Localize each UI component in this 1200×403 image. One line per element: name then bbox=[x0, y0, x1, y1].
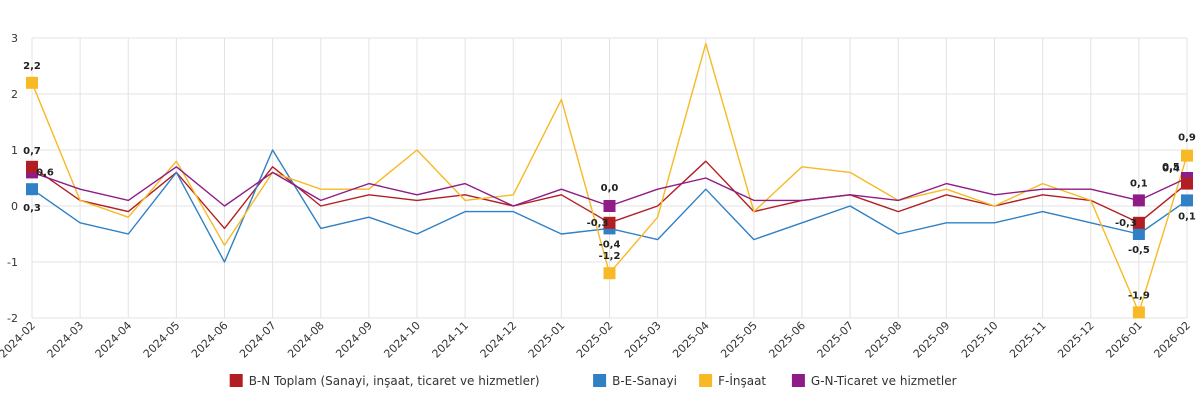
x-tick-label: 2025-09 bbox=[911, 319, 953, 361]
legend-swatch bbox=[791, 374, 805, 387]
x-tick-label: 2024-04 bbox=[93, 319, 135, 361]
y-tick-label: -1 bbox=[7, 256, 18, 269]
x-tick-label: 2024-06 bbox=[189, 319, 231, 361]
data-labels: 0,7 0,3 2,2 0,6 -0,3 -0,4-1,2 0,0 -0,3 -0,5 -1,9 0… bbox=[23, 61, 1196, 302]
x-tick-label: 2025-11 bbox=[1007, 319, 1049, 361]
x-tick-label: 2025-10 bbox=[959, 319, 1001, 361]
data-label: 0,7 bbox=[23, 146, 41, 157]
legend-label: F-İnşaat bbox=[718, 373, 766, 388]
data-label: 2,2 bbox=[23, 61, 41, 72]
legend-item-1[interactable]: B-N Toplam (Sanayi, inşaat, ticaret ve h… bbox=[229, 374, 540, 388]
x-tick-label: 2024-10 bbox=[381, 319, 423, 361]
data-marker[interactable] bbox=[26, 183, 38, 196]
data-label: 0,1 bbox=[1130, 178, 1148, 189]
x-tick-label: 2025-05 bbox=[718, 319, 760, 361]
data-label: 0,6 bbox=[36, 167, 54, 178]
data-label: 0,1 bbox=[1178, 211, 1196, 222]
data-label: -0,3 bbox=[587, 218, 609, 229]
data-marker[interactable] bbox=[1132, 228, 1145, 240]
x-tick-label: 2025-02 bbox=[574, 319, 616, 361]
x-tick-label: 2024-07 bbox=[237, 319, 279, 361]
data-label: -0,4 bbox=[599, 239, 621, 250]
x-tick-label: 2024-12 bbox=[478, 319, 520, 361]
x-tick-label: 2025-07 bbox=[815, 319, 857, 361]
y-tick-label: 1 bbox=[11, 144, 18, 157]
legend: B-N Toplam (Sanayi, inşaat, ticaret ve h… bbox=[229, 373, 957, 388]
x-tick-label: 2025-01 bbox=[526, 319, 568, 361]
legend-swatch bbox=[593, 374, 607, 387]
data-marker[interactable] bbox=[1132, 216, 1145, 229]
x-tick-label: 2026-01 bbox=[1103, 319, 1145, 361]
legend-label: B-N Toplam (Sanayi, inşaat, ticaret ve h… bbox=[249, 374, 540, 388]
y-tick-label: 0 bbox=[11, 200, 18, 213]
y-tick-label: 2 bbox=[11, 88, 18, 101]
data-marker[interactable] bbox=[26, 76, 38, 89]
x-tick-label: 2024-02 bbox=[0, 319, 38, 361]
y-axis: -2 -1 0 1 2 3 bbox=[7, 32, 18, 325]
x-tick-label: 2025-06 bbox=[766, 319, 808, 361]
data-marker[interactable] bbox=[603, 200, 616, 212]
x-axis: 2024-02 2024-03 2024-04 2024-05 2024-06 2024-… bbox=[0, 319, 1193, 361]
y-tick-label: -2 bbox=[7, 312, 18, 325]
legend-item-3[interactable]: F-İnşaat bbox=[699, 373, 766, 388]
data-label: -1,2 bbox=[599, 251, 621, 262]
data-label: 0,4 bbox=[1162, 164, 1180, 175]
y-tick-label: 3 bbox=[11, 32, 18, 45]
x-tick-label: 2024-05 bbox=[141, 319, 183, 361]
data-label: 0,5 bbox=[1162, 162, 1180, 173]
data-marker[interactable] bbox=[1181, 149, 1193, 162]
data-marker[interactable] bbox=[1132, 306, 1145, 319]
data-label: -0,5 bbox=[1128, 245, 1150, 256]
legend-label: B-E-Sanayi bbox=[612, 374, 677, 388]
data-label: 0,3 bbox=[23, 203, 41, 214]
data-markers bbox=[26, 76, 1193, 319]
data-marker[interactable] bbox=[1132, 194, 1145, 207]
x-tick-label: 2024-09 bbox=[333, 319, 375, 361]
data-label: -1,9 bbox=[1128, 290, 1150, 301]
data-marker[interactable] bbox=[1181, 194, 1193, 207]
x-tick-label: 2025-04 bbox=[670, 319, 712, 361]
x-tick-label: 2025-03 bbox=[622, 319, 664, 361]
x-tick-label: 2025-12 bbox=[1055, 319, 1097, 361]
legend-swatch bbox=[699, 374, 713, 387]
data-marker[interactable] bbox=[603, 267, 616, 280]
data-marker[interactable] bbox=[1181, 177, 1193, 190]
legend-item-2[interactable]: B-E-Sanayi bbox=[593, 374, 677, 388]
data-marker[interactable] bbox=[26, 160, 38, 173]
data-label: 0,9 bbox=[1178, 133, 1196, 144]
grid bbox=[31, 37, 1188, 319]
x-tick-label: 2024-11 bbox=[430, 319, 472, 361]
x-tick-label: 2025-08 bbox=[863, 319, 905, 361]
x-tick-label: 2026-02 bbox=[1151, 319, 1193, 361]
x-tick-label: 2024-03 bbox=[45, 319, 87, 361]
legend-label: G-N-Ticaret ve hizmetler bbox=[811, 374, 957, 388]
data-label: -0,3 bbox=[1115, 218, 1137, 229]
data-label: 0,0 bbox=[601, 183, 619, 194]
legend-item-4[interactable]: G-N-Ticaret ve hizmetler bbox=[791, 374, 957, 388]
x-tick-label: 2024-08 bbox=[285, 319, 327, 361]
data-marker[interactable] bbox=[603, 216, 616, 229]
legend-swatch bbox=[229, 374, 243, 387]
